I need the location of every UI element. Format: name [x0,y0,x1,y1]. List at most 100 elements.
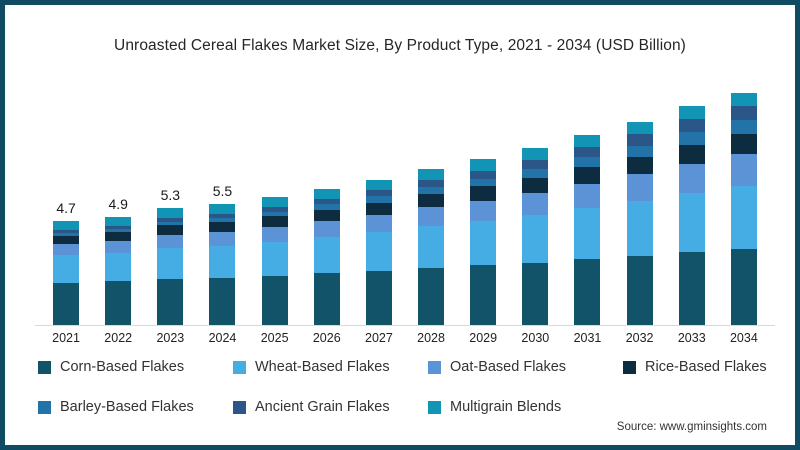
segment-ancient-grain-flakes [365,190,392,197]
bar-2025[interactable] [261,73,288,325]
segment-barley-based-flakes [365,196,392,203]
segment-multigrain-blends [105,216,132,226]
year-label-2027: 2027 [365,331,393,345]
segment-multigrain-blends [157,208,184,219]
segment-rice-based-flakes [365,202,392,215]
legend-item-oat-based-flakes[interactable]: Oat-Based Flakes [428,354,623,380]
year-label-2021: 2021 [52,331,80,345]
segment-rice-based-flakes [53,235,80,245]
segment-barley-based-flakes [522,168,549,178]
segment-oat-based-flakes [418,206,445,226]
legend-swatch [38,400,51,414]
segment-corn-based-flakes [53,282,80,325]
segment-corn-based-flakes [678,251,705,325]
segment-corn-based-flakes [157,278,184,325]
bar-2022[interactable]: 4.9 [105,73,132,325]
segment-corn-based-flakes [418,267,445,325]
year-label-2022: 2022 [104,331,133,345]
legend-swatch [623,360,636,374]
chart-title: Unroasted Cereal Flakes Market Size, By … [114,37,686,54]
segment-rice-based-flakes [105,232,132,242]
legend-item-ancient-grain-flakes[interactable]: Ancient Grain Flakes [233,394,428,420]
segment-wheat-based-flakes [209,245,236,278]
segment-wheat-based-flakes [105,252,132,282]
legend-label: Ancient Grain Flakes [255,399,390,415]
segment-ancient-grain-flakes [470,170,497,179]
bar-2021[interactable]: 4.7 [53,73,80,325]
segment-oat-based-flakes [105,241,132,253]
segment-ancient-grain-flakes [574,147,601,158]
bar-2031[interactable] [574,73,601,325]
bar-2023[interactable]: 5.3 [157,73,184,325]
bar-value-label: 4.7 [56,200,76,217]
bar-2033[interactable] [678,73,705,325]
segment-multigrain-blends [261,197,288,207]
segment-barley-based-flakes [730,120,757,135]
legend-swatch [428,360,441,374]
year-label-2026: 2026 [312,331,341,345]
bar-2034[interactable] [730,73,757,325]
legend-item-rice-based-flakes[interactable]: Rice-Based Flakes [623,354,783,380]
year-label-2023: 2023 [156,331,185,345]
segment-ancient-grain-flakes [522,160,549,169]
legend-swatch [38,360,51,374]
legend-item-multigrain-blends[interactable]: Multigrain Blends [428,394,623,420]
segment-corn-based-flakes [626,255,653,325]
legend-label: Corn-Based Flakes [60,359,185,375]
bar-value-label: 5.5 [212,183,233,200]
segment-wheat-based-flakes [53,255,80,283]
segment-wheat-based-flakes [730,186,757,249]
year-label-2034: 2034 [729,331,758,345]
segment-oat-based-flakes [261,226,288,242]
segment-oat-based-flakes [209,232,236,246]
segment-wheat-based-flakes [470,221,497,266]
source-credit: Source: www.gminsights.com [616,421,767,433]
segment-wheat-based-flakes [313,237,340,274]
segment-oat-based-flakes [626,174,653,202]
segment-ancient-grain-flakes [157,218,184,222]
segment-rice-based-flakes [470,186,497,201]
segment-ancient-grain-flakes [261,206,288,212]
x-axis-labels: 2021 2022 2023 2024 2025 2026 2027 2028 2029 2030… [40,331,770,345]
segment-ancient-grain-flakes [626,134,653,146]
bar-2026[interactable] [313,73,340,325]
segment-multigrain-blends [365,179,392,191]
x-axis-line [35,325,775,326]
segment-corn-based-flakes [522,262,549,325]
segment-wheat-based-flakes [365,232,392,271]
segment-wheat-based-flakes [626,201,653,256]
bar-value-label: 4.9 [108,195,128,212]
bar-2029[interactable] [470,73,497,325]
segment-multigrain-blends [730,92,757,106]
segment-barley-based-flakes [157,221,184,226]
segment-oat-based-flakes [522,192,549,216]
segment-corn-based-flakes [730,248,757,325]
year-label-2033: 2033 [677,331,706,345]
segment-oat-based-flakes [157,234,184,248]
segment-rice-based-flakes [313,209,340,221]
segment-corn-based-flakes [105,281,132,325]
segment-corn-based-flakes [209,277,236,325]
segment-wheat-based-flakes [678,193,705,252]
segment-wheat-based-flakes [522,215,549,263]
year-label-2032: 2032 [625,331,654,345]
bar-2024[interactable]: 5.5 [209,73,236,325]
legend-item-corn-based-flakes[interactable]: Corn-Based Flakes [38,354,233,380]
legend-label: Rice-Based Flakes [645,359,767,375]
segment-oat-based-flakes [313,220,340,238]
segment-barley-based-flakes [209,217,236,222]
bar-2030[interactable] [522,73,549,325]
segment-oat-based-flakes [574,183,601,209]
legend-label: Oat-Based Flakes [450,359,567,375]
legend-item-barley-based-flakes[interactable]: Barley-Based Flakes [38,394,233,420]
segment-corn-based-flakes [365,270,392,325]
segment-rice-based-flakes [574,167,601,184]
segment-multigrain-blends [470,159,497,171]
segment-rice-based-flakes [626,156,653,175]
bar-2032[interactable] [626,73,653,325]
segment-oat-based-flakes [53,244,80,255]
bar-2027[interactable] [365,73,392,325]
legend-item-wheat-based-flakes[interactable]: Wheat-Based Flakes [233,354,428,380]
bar-2028[interactable] [418,73,445,325]
